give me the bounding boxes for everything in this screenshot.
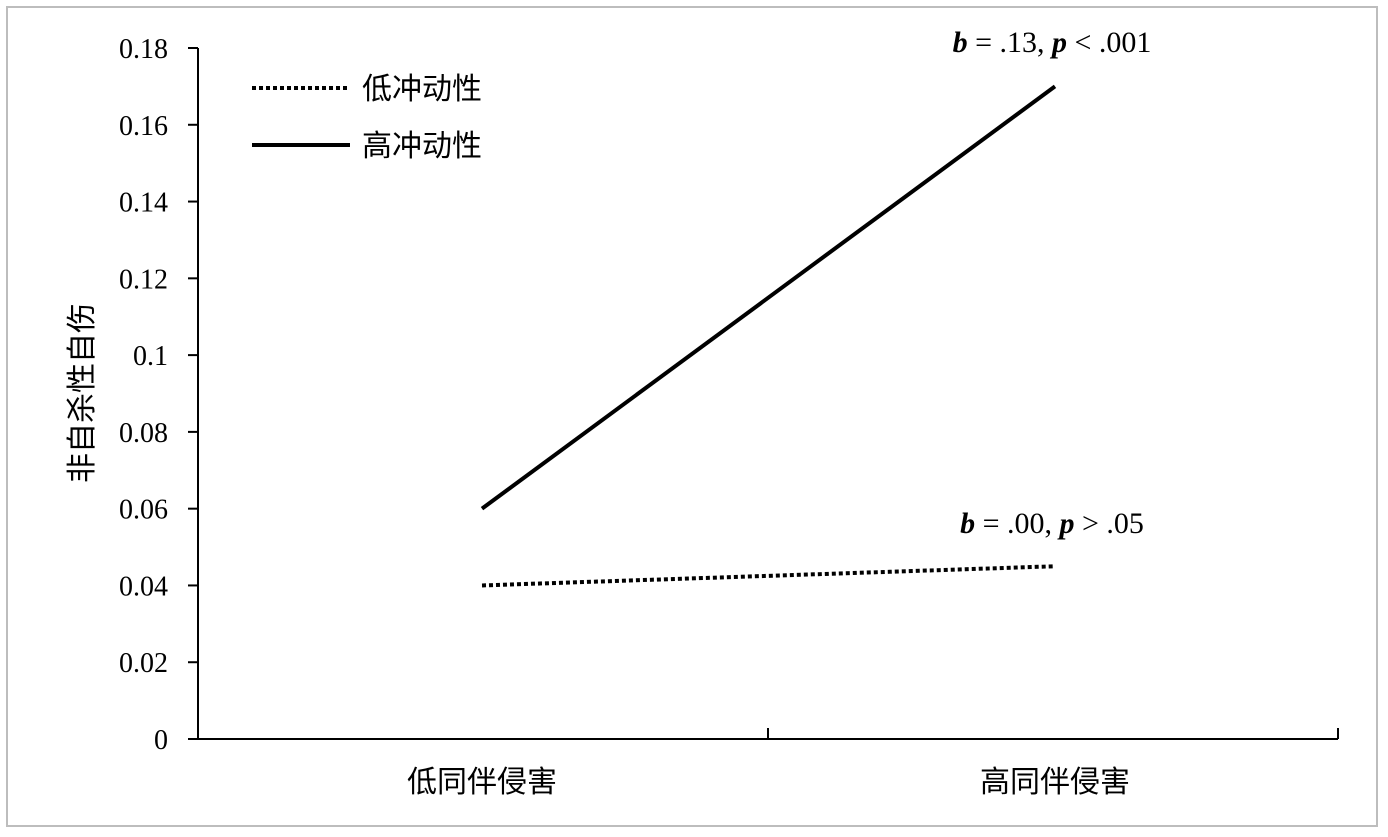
chart-frame (6, 6, 1378, 827)
y-tick-label: 0.06 (119, 495, 168, 526)
x-category-label: 高同伴侵害 (980, 765, 1130, 800)
series-lines (480, 84, 1057, 588)
axes (197, 48, 1339, 740)
y-tick-label: 0.02 (119, 648, 168, 679)
y-axis-label: 非自杀性自伤 (65, 303, 100, 483)
y-ticks: 0 0.02 0.04 0.06 0.08 0.1 0.12 0.14 0.16 0.18 (119, 34, 198, 756)
series-line-low-impulsivity (481, 564, 1056, 588)
legend-label: 低冲动性 (362, 72, 482, 107)
y-tick-label: 0 (154, 725, 168, 756)
regression-annotation: b = .00, p > .05 (960, 507, 1144, 540)
y-tick-label: 0.1 (133, 341, 168, 372)
y-tick-label: 0.14 (119, 188, 168, 219)
series-line-high-impulsivity (480, 84, 1057, 511)
y-tick-label: 0.18 (119, 34, 168, 65)
annotations: b = .00, p > .05 b = .13, p < .001 (953, 26, 1152, 540)
x-categories: 低同伴侵害 高同伴侵害 (407, 765, 1130, 800)
legend-label: 高冲动性 (362, 129, 482, 164)
y-tick-label: 0.16 (119, 111, 168, 142)
x-category-label: 低同伴侵害 (407, 765, 557, 800)
y-tick-label: 0.04 (119, 571, 168, 602)
regression-annotation: b = .13, p < .001 (953, 26, 1152, 59)
y-tick-label: 0.08 (119, 418, 168, 449)
y-tick-label: 0.12 (119, 264, 168, 295)
